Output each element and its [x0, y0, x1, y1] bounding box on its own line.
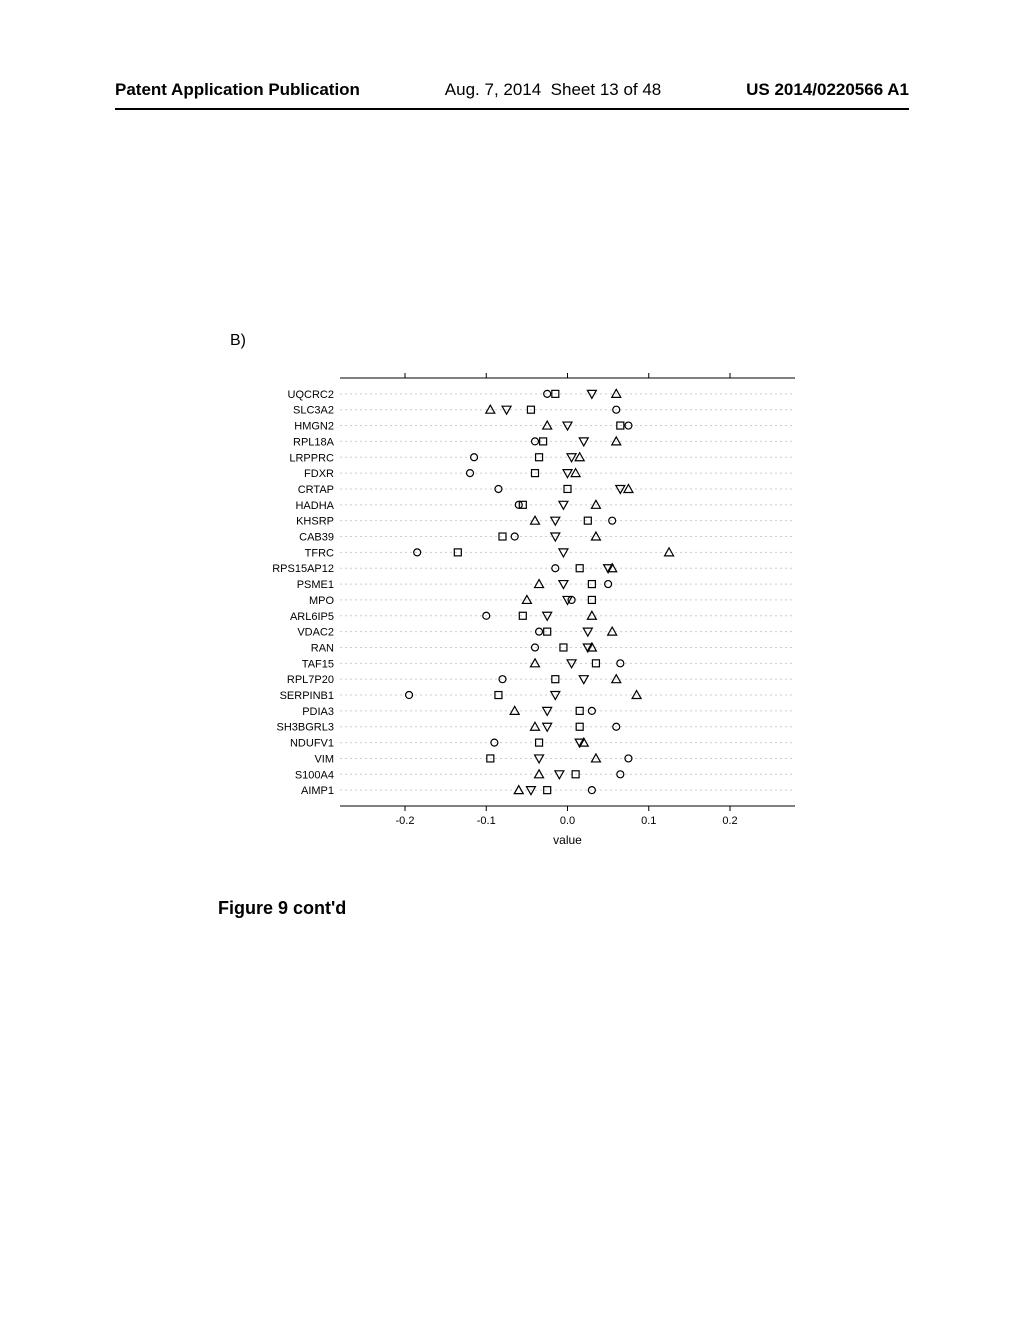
svg-text:VIM: VIM	[314, 753, 334, 765]
header-date-sheet: Aug. 7, 2014 Sheet 13 of 48	[445, 80, 661, 100]
svg-text:FDXR: FDXR	[304, 468, 334, 480]
svg-text:SERPINB1: SERPINB1	[280, 690, 334, 702]
svg-text:RPS15AP12: RPS15AP12	[272, 563, 334, 575]
svg-text:-0.2: -0.2	[396, 815, 415, 827]
figure-caption: Figure 9 cont'd	[218, 898, 346, 919]
svg-text:0.2: 0.2	[722, 815, 737, 827]
svg-text:NDUFV1: NDUFV1	[290, 738, 334, 750]
svg-text:SH3BGRL3: SH3BGRL3	[277, 722, 334, 734]
page-header: Patent Application Publication Aug. 7, 2…	[0, 80, 1024, 100]
svg-text:KHSRP: KHSRP	[296, 516, 334, 528]
svg-text:TAF15: TAF15	[302, 658, 334, 670]
svg-text:0.1: 0.1	[641, 815, 656, 827]
chart-svg: UQCRC2 SLC3A2 HMGN2 RPL18A LRPPRC FDXR CRTAP HA…	[255, 368, 805, 848]
svg-text:RAN: RAN	[311, 642, 334, 654]
header-patent-number: US 2014/0220566 A1	[746, 80, 909, 100]
scatter-chart: UQCRC2 SLC3A2 HMGN2 RPL18A LRPPRC FDXR CRTAP HA…	[255, 368, 805, 848]
svg-text:MPO: MPO	[309, 595, 335, 607]
header-rule	[115, 108, 909, 110]
svg-text:CRTAP: CRTAP	[298, 484, 334, 496]
svg-text:LRPPRC: LRPPRC	[289, 452, 334, 464]
svg-text:VDAC2: VDAC2	[297, 627, 334, 639]
svg-text:UQCRC2: UQCRC2	[288, 389, 334, 401]
svg-text:HMGN2: HMGN2	[294, 421, 334, 433]
svg-text:PSME1: PSME1	[297, 579, 334, 591]
svg-text:0.0: 0.0	[560, 815, 575, 827]
panel-label: B)	[230, 332, 246, 350]
svg-text:RPL18A: RPL18A	[293, 436, 335, 448]
svg-text:SLC3A2: SLC3A2	[293, 405, 334, 417]
svg-text:HADHA: HADHA	[295, 500, 334, 512]
svg-text:PDIA3: PDIA3	[302, 706, 334, 718]
svg-text:-0.1: -0.1	[477, 815, 496, 827]
svg-text:TFRC: TFRC	[305, 547, 334, 559]
svg-text:AIMP1: AIMP1	[301, 785, 334, 797]
header-publication: Patent Application Publication	[115, 80, 360, 100]
svg-text:S100A4: S100A4	[295, 769, 334, 781]
svg-text:CAB39: CAB39	[299, 532, 334, 544]
svg-text:ARL6IP5: ARL6IP5	[290, 611, 334, 623]
svg-text:RPL7P20: RPL7P20	[287, 674, 334, 686]
svg-text:value: value	[553, 833, 582, 847]
